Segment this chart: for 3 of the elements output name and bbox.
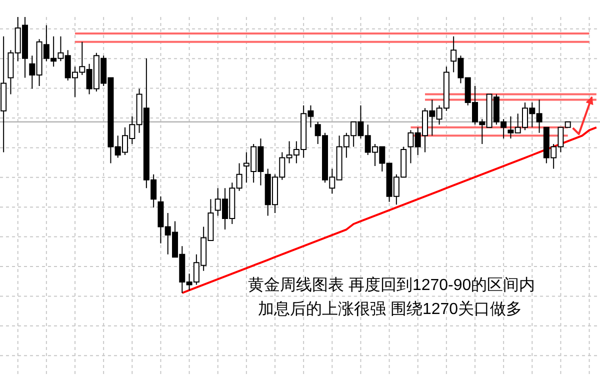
text: 加息后的上涨很强 围绕1270关口做多 — [258, 300, 522, 318]
annotation: 黄金周线图表 再度回到1270-90的区间内 — [248, 276, 536, 294]
candlestick — [0, 36, 7, 153]
